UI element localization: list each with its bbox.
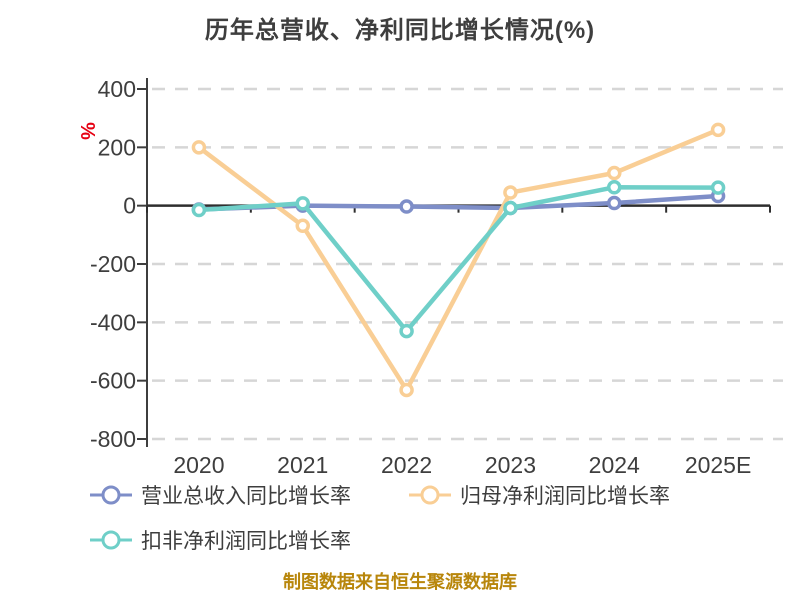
- y-axis-label: -400: [90, 309, 136, 335]
- data-point-marker: [295, 218, 310, 234]
- data-point-marker: [503, 200, 518, 216]
- data-point-marker: [710, 122, 726, 138]
- chart-legend: 营业总收入同比增长率 归母净利润同比增长率 扣非净利润同比增长率: [90, 472, 670, 562]
- footer-note: 制图数据来自恒生聚源数据库: [283, 572, 517, 592]
- x-axis-label: 2022: [381, 452, 432, 478]
- x-axis-label: 2024: [589, 452, 640, 478]
- legend-row: 营业总收入同比增长率 归母净利润同比增长率: [90, 472, 670, 517]
- data-point-marker: [607, 180, 622, 195]
- legend-label: 归母净利润同比增长率: [460, 484, 670, 508]
- legend-label: 扣非净利润同比增长率: [141, 529, 351, 553]
- y-axis-label: 400: [98, 76, 136, 102]
- series-line-non_gaap: [196, 185, 721, 334]
- data-point-marker: [191, 202, 207, 218]
- y-axis-label: -200: [90, 251, 136, 277]
- legend-row: 扣非净利润同比增长率: [90, 517, 670, 562]
- x-axis-label: 2020: [173, 452, 224, 478]
- x-axis-label: 2023: [485, 452, 536, 478]
- data-point-marker: [710, 180, 726, 195]
- x-axis-label: 2021: [277, 452, 328, 478]
- data-point-marker: [399, 323, 414, 339]
- x-axis-label: 2025E: [685, 452, 752, 478]
- line-marker-icon: [90, 530, 132, 549]
- chart-title: 历年总营收、净利同比增长情况(%): [204, 17, 596, 44]
- data-point-marker: [607, 195, 622, 211]
- y-axis-label: 0: [123, 193, 136, 219]
- legend-item-non-gaap[interactable]: 扣非净利润同比增长率: [90, 525, 351, 555]
- data-point-marker: [295, 196, 310, 211]
- data-point-marker: [399, 199, 414, 214]
- data-point-marker: [607, 165, 622, 181]
- data-point-marker: [399, 382, 414, 398]
- y-axis-unit-label: %: [76, 122, 98, 140]
- legend-item-net-profit[interactable]: 归母净利润同比增长率: [409, 480, 670, 510]
- data-point-marker: [191, 140, 207, 155]
- y-axis-label: -600: [90, 368, 136, 394]
- series-line-net_profit: [196, 127, 721, 393]
- legend-item-revenue[interactable]: 营业总收入同比增长率: [90, 480, 351, 510]
- y-axis-label: 200: [98, 134, 136, 160]
- line-marker-icon: [409, 485, 451, 504]
- legend-label: 营业总收入同比增长率: [141, 484, 351, 508]
- data-point-marker: [503, 185, 518, 200]
- line-marker-icon: [90, 485, 132, 504]
- y-axis-label: -800: [90, 426, 136, 452]
